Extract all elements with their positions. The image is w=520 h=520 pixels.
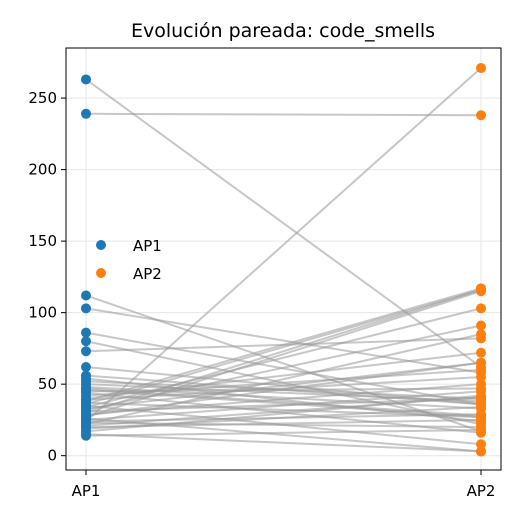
point-ap2-13 (476, 364, 486, 375)
pair-line-38 (85, 383, 482, 403)
point-ap2-39 (476, 393, 486, 404)
pair-line-42 (85, 377, 482, 423)
x-axis: AP1 AP2 (72, 470, 496, 500)
point-ap2-34 (476, 446, 486, 457)
legend-label-ap1: AP1 (133, 237, 162, 255)
point-ap2-14 (476, 347, 486, 358)
pair-line-33 (85, 428, 482, 437)
pair-line-40 (85, 376, 482, 401)
point-ap2-40 (476, 372, 486, 383)
point-ap2-37 (476, 427, 486, 438)
point-ap2-2 (476, 63, 486, 74)
point-ap2-21 (476, 286, 486, 297)
data-points (81, 63, 486, 457)
legend-label-ap2: AP2 (133, 265, 162, 283)
point-ap2-30 (476, 379, 486, 390)
legend-marker-ap1 (96, 240, 106, 250)
point-ap2-31 (476, 357, 486, 368)
y-tick-label-5: 250 (28, 89, 57, 107)
pair-line-31 (85, 361, 482, 410)
point-ap1-35 (81, 426, 91, 437)
point-ap1-8 (81, 362, 91, 373)
point-ap1-0 (81, 74, 91, 85)
y-tick-label-3: 150 (28, 232, 57, 250)
point-ap1-3 (81, 290, 91, 301)
pair-lines (85, 67, 482, 453)
point-ap1-7 (81, 346, 91, 357)
chart-title: Evolución pareada: code_smells (131, 20, 435, 42)
pair-line-4 (85, 307, 482, 374)
pair-line-32 (85, 404, 482, 446)
point-ap1-1 (81, 108, 91, 119)
pair-line-2 (85, 67, 482, 423)
legend-marker-ap2 (96, 268, 106, 278)
point-ap1-42 (81, 373, 91, 384)
y-tick-label-4: 200 (28, 161, 57, 179)
y-tick-label-0: 0 (47, 447, 57, 465)
point-ap2-18 (476, 320, 486, 331)
y-axis: 0 50 100 150 200 250 (28, 89, 66, 465)
pair-line-0 (85, 78, 482, 368)
x-tick-label-1: AP2 (467, 482, 496, 500)
pair-line-15 (85, 287, 482, 403)
point-ap2-43 (476, 412, 486, 423)
point-ap1-6 (81, 336, 91, 347)
x-tick-label-0: AP1 (72, 482, 101, 500)
y-tick-label-2: 100 (28, 304, 57, 322)
pair-line-39 (85, 397, 482, 413)
legend: AP1 AP2 (96, 237, 162, 283)
y-tick-label-1: 50 (38, 375, 57, 393)
pair-line-1 (85, 112, 482, 117)
pair-line-41 (85, 387, 482, 417)
point-ap2-32 (476, 439, 486, 450)
point-ap2-24 (476, 329, 486, 340)
pair-line-17 (85, 307, 482, 409)
pair-line-43 (85, 388, 482, 419)
pair-line-34 (85, 433, 482, 453)
point-ap2-17 (476, 303, 486, 314)
point-ap1-43 (81, 384, 91, 395)
point-ap2-1 (476, 110, 486, 121)
pair-line-29 (85, 417, 482, 453)
pair-line-37 (85, 391, 482, 434)
point-ap1-4 (81, 303, 91, 314)
point-ap1-5 (81, 327, 91, 338)
point-ap1-40 (81, 394, 91, 405)
point-ap1-39 (81, 406, 91, 417)
plot-frame (65, 47, 502, 471)
